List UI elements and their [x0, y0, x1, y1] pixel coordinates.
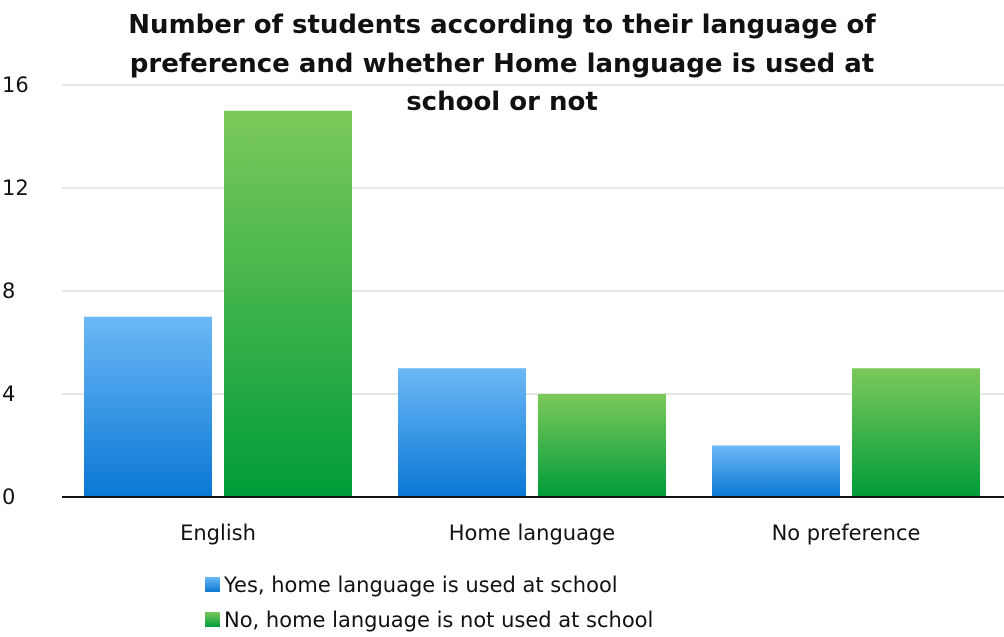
bar-no-home-language [538, 394, 666, 497]
bar-yes-home-language [398, 368, 526, 497]
chart-title-line-1: Number of students according to their la… [128, 10, 876, 40]
legend-label-no: No, home language is not used at school [224, 608, 653, 632]
chart-title: Number of students according to their la… [128, 10, 876, 117]
y-tick-label: 12 [2, 176, 29, 200]
category-label: English [180, 521, 256, 545]
y-tick-label: 8 [2, 279, 15, 303]
legend-label-yes: Yes, home language is used at school [223, 573, 618, 597]
bar-yes-no-preference [712, 445, 840, 497]
bars [84, 110, 980, 497]
chart-title-line-3: school or not [406, 87, 598, 117]
category-labels: English Home language No preference [180, 521, 920, 545]
y-tick-labels: 0 4 8 12 16 [2, 73, 29, 509]
legend-swatch-no [205, 612, 220, 627]
y-tick-label: 16 [2, 73, 29, 97]
bar-yes-english [84, 316, 212, 497]
chart-title-line-2: preference and whether Home language is … [130, 49, 874, 79]
bar-no-no-preference [852, 368, 980, 497]
category-label: Home language [449, 521, 615, 545]
legend: Yes, home language is used at school No,… [205, 573, 653, 632]
legend-swatch-yes [205, 577, 220, 592]
gridlines [62, 84, 1004, 395]
bar-no-english [224, 110, 352, 497]
category-label: No preference [772, 521, 921, 545]
y-tick-label: 0 [2, 485, 15, 509]
y-tick-label: 4 [2, 382, 15, 406]
